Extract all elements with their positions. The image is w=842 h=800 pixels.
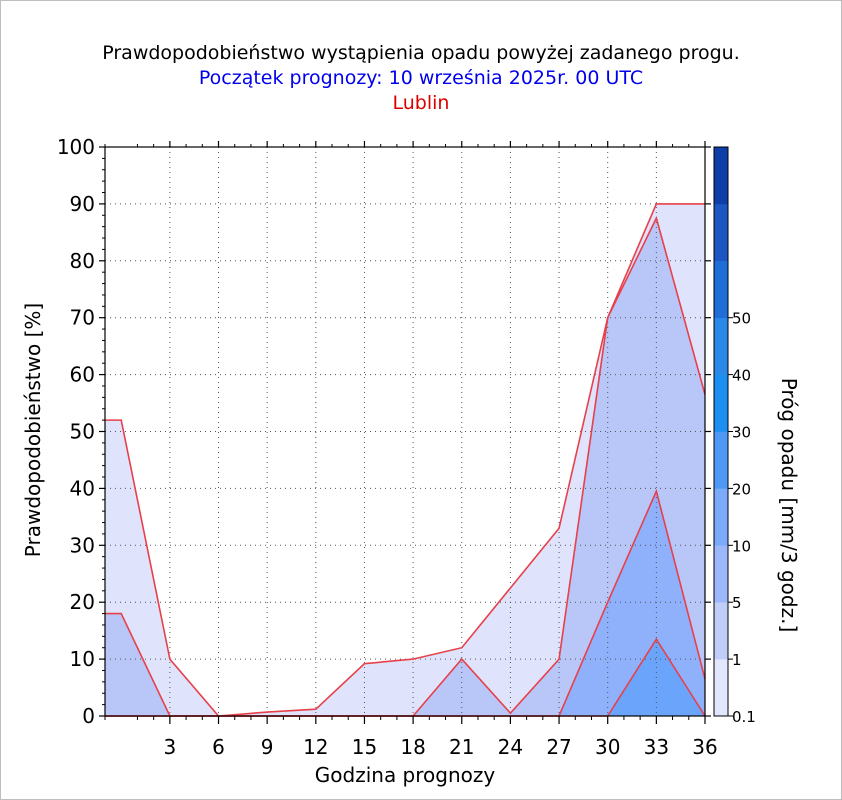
y-tick-label-100: 100 <box>57 135 95 159</box>
grid-lines <box>105 147 705 716</box>
colorbar-tick-label-20: 20 <box>732 480 751 498</box>
threshold-colorbar: 0.1 1 5 10 20 30 40 50 <box>713 146 756 726</box>
colorbar-tick-label-40: 40 <box>732 367 751 385</box>
colorbar-tick-label-5: 5 <box>732 594 742 612</box>
y-tick-label-10: 10 <box>70 647 95 671</box>
colorbar-tick-label-50: 50 <box>732 310 751 328</box>
y-tick-label-0: 0 <box>82 704 95 728</box>
y-tick-label-70: 70 <box>70 306 95 330</box>
colorbar-tick-label-10: 10 <box>732 537 751 555</box>
y-axis-label: Prawdopodobieństwo [%] <box>21 303 45 557</box>
colorbar-segment-5 <box>714 374 728 432</box>
forecast-start-subtitle: Początek prognozy: 10 września 2025r. 00… <box>198 67 644 89</box>
x-axis-label: Godzina prognozy <box>315 763 496 787</box>
colorbar-label: Próg opadu [mm/3 godz.] <box>777 378 801 633</box>
colorbar-segment-0 <box>714 659 728 717</box>
area-threshold-10 <box>105 639 705 716</box>
x-tick-label-12: 12 <box>303 735 328 759</box>
y-tick-label-20: 20 <box>70 590 95 614</box>
chart-title: Prawdopodobieństwo wystąpienia opadu pow… <box>102 42 740 64</box>
location-label: Lublin <box>392 92 450 114</box>
colorbar-segment-3 <box>714 488 728 546</box>
area-threshold-0.1 <box>105 203 705 716</box>
x-tick-label-21: 21 <box>449 735 474 759</box>
x-tick-label-30: 30 <box>595 735 620 759</box>
x-tick-label-9: 9 <box>261 735 274 759</box>
x-tick-label-24: 24 <box>498 735 523 759</box>
colorbar-segment-6 <box>714 317 728 375</box>
x-tick-label-15: 15 <box>352 735 377 759</box>
x-tick-label-27: 27 <box>546 735 571 759</box>
colorbar-tick-label-0.1: 0.1 <box>732 708 756 726</box>
colorbar-segment-7 <box>714 260 728 318</box>
colorbar-segment-9 <box>714 147 728 205</box>
line-threshold-0.1 <box>105 203 705 717</box>
colorbar-segment-4 <box>714 431 728 489</box>
x-tick-label-18: 18 <box>400 735 425 759</box>
probability-areas <box>105 203 705 716</box>
y-tick-label-50: 50 <box>70 420 95 444</box>
x-tick-label-3: 3 <box>163 735 176 759</box>
y-tick-label-80: 80 <box>70 249 95 273</box>
colorbar-tick-label-30: 30 <box>732 424 751 442</box>
x-tick-label-36: 36 <box>692 735 717 759</box>
colorbar-segment-2 <box>714 545 728 603</box>
colorbar-tick-label-1: 1 <box>732 651 742 669</box>
x-tick-label-6: 6 <box>212 735 225 759</box>
colorbar-segment-1 <box>714 602 728 660</box>
colorbar-segment-8 <box>714 203 728 262</box>
y-tick-label-40: 40 <box>70 476 95 500</box>
y-tick-label-30: 30 <box>70 533 95 557</box>
y-tick-label-90: 90 <box>70 192 95 216</box>
x-tick-label-33: 33 <box>644 735 669 759</box>
y-tick-label-60: 60 <box>70 363 95 387</box>
